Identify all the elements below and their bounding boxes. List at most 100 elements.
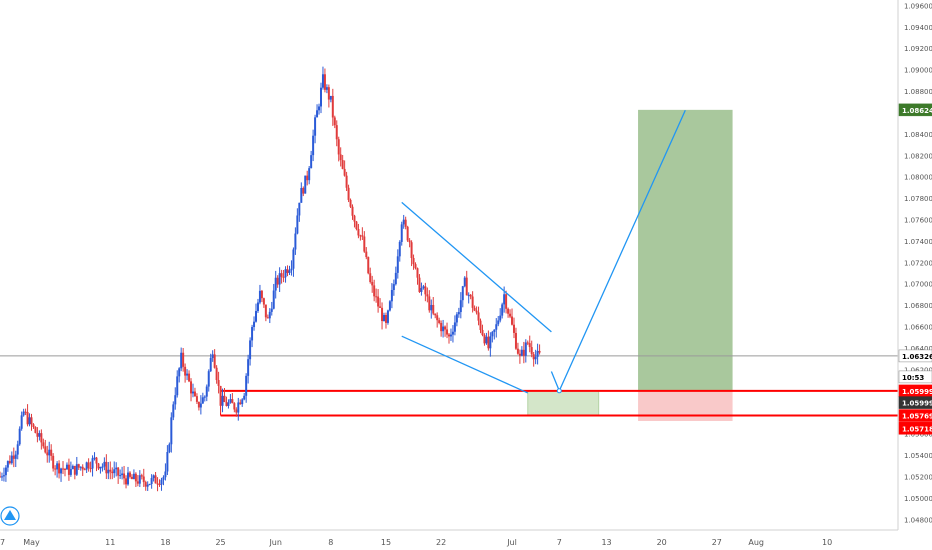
projection-point	[556, 388, 562, 394]
price-tick-label: 1.08800	[904, 88, 932, 96]
candle-body	[154, 475, 157, 484]
candle-body	[509, 313, 512, 317]
candle-body	[388, 301, 391, 311]
candle-body	[264, 304, 267, 318]
wedge-upper-line[interactable]	[401, 201, 552, 333]
candle-body	[42, 442, 45, 447]
candle-body	[172, 404, 175, 418]
candle-body	[2, 475, 5, 477]
candle-body	[347, 187, 350, 200]
candle-body	[150, 478, 153, 484]
candle-body	[440, 322, 443, 332]
wedge-lower-line[interactable]	[401, 335, 529, 394]
candle-body	[276, 277, 279, 285]
candle-body	[351, 206, 354, 216]
candle-body	[190, 381, 193, 394]
candle-body	[290, 268, 293, 271]
price-tick-label: 1.06400	[904, 345, 932, 353]
candle-body	[422, 286, 425, 289]
price-tick-label: 1.05400	[904, 452, 932, 460]
candle-body	[241, 399, 244, 405]
price-tick-label: 1.04800	[904, 516, 932, 524]
candle-body	[463, 277, 466, 287]
candle-body	[123, 473, 126, 479]
candle-body	[312, 135, 315, 156]
candle-body	[128, 472, 131, 477]
candle-body	[219, 385, 222, 406]
candle-body	[62, 468, 65, 470]
candle-body	[203, 396, 206, 398]
candle-body	[144, 482, 147, 487]
candle-body	[0, 476, 3, 478]
candle-body	[505, 294, 508, 309]
price-marker	[898, 370, 932, 384]
candle-body	[318, 106, 321, 111]
candle-body	[231, 399, 234, 404]
target-zone-box[interactable]	[638, 109, 733, 391]
candle-body	[357, 229, 360, 236]
candle-body	[418, 277, 421, 292]
time-tick-label: 18	[160, 538, 170, 547]
candle-body	[412, 257, 415, 265]
candle-body	[438, 320, 441, 323]
candle-body	[489, 336, 492, 349]
time-tick-label: 22	[436, 538, 446, 547]
price-tick-label: 1.09000	[904, 67, 932, 75]
candle-body	[300, 187, 303, 203]
candle-body	[383, 314, 386, 322]
candle-body	[127, 472, 130, 485]
price-marker	[898, 396, 932, 409]
candle-body	[404, 219, 407, 227]
time-tick-label: 11	[105, 538, 115, 547]
candle-body	[359, 235, 362, 237]
candle-body	[227, 402, 230, 406]
price-axis-background	[898, 0, 932, 550]
candle-body	[166, 451, 169, 472]
candle-body	[304, 175, 307, 194]
candle-body	[327, 87, 330, 100]
candle-body	[235, 409, 238, 413]
candle-body	[298, 202, 301, 216]
candle-body	[321, 74, 324, 88]
candle-body	[69, 469, 72, 475]
candle-body	[142, 476, 145, 483]
buy-zone-box[interactable]	[527, 390, 600, 417]
price-marker-label: 1.08624	[902, 107, 932, 115]
candle-body	[507, 308, 510, 314]
candle-body	[530, 347, 533, 355]
candle-body	[107, 469, 110, 474]
candle-body	[408, 240, 411, 243]
candle-body	[503, 294, 506, 305]
candle-body	[40, 433, 43, 443]
candle-body	[386, 310, 389, 323]
candle-body	[12, 455, 15, 459]
price-marker-label: 1.05718	[902, 425, 932, 433]
time-tick-label: 20	[657, 538, 667, 547]
candle-body	[215, 367, 218, 381]
candle-body	[306, 175, 309, 181]
candle-body	[140, 475, 143, 477]
candle-body	[101, 466, 104, 468]
price-tick-label: 1.09200	[904, 45, 932, 53]
candle-body	[22, 411, 25, 416]
candle-body	[473, 307, 476, 311]
candle-body	[424, 286, 427, 295]
candle-body	[528, 343, 531, 348]
candle-body	[511, 316, 514, 325]
price-marker-label: 10:53	[902, 374, 924, 382]
tradingview-logo-icon	[4, 510, 16, 520]
candle-body	[136, 481, 139, 484]
candle-body	[260, 290, 263, 299]
price-tick-label: 1.06800	[904, 302, 932, 310]
candle-body	[54, 468, 57, 470]
candle-body	[379, 306, 382, 308]
candle-body	[491, 331, 494, 337]
candle-body	[255, 311, 258, 322]
candle-body	[292, 249, 295, 269]
candle-body	[333, 117, 336, 126]
candle-body	[495, 324, 498, 330]
candle-body	[369, 273, 372, 282]
candle-body	[461, 286, 464, 301]
candle-body	[239, 402, 242, 405]
